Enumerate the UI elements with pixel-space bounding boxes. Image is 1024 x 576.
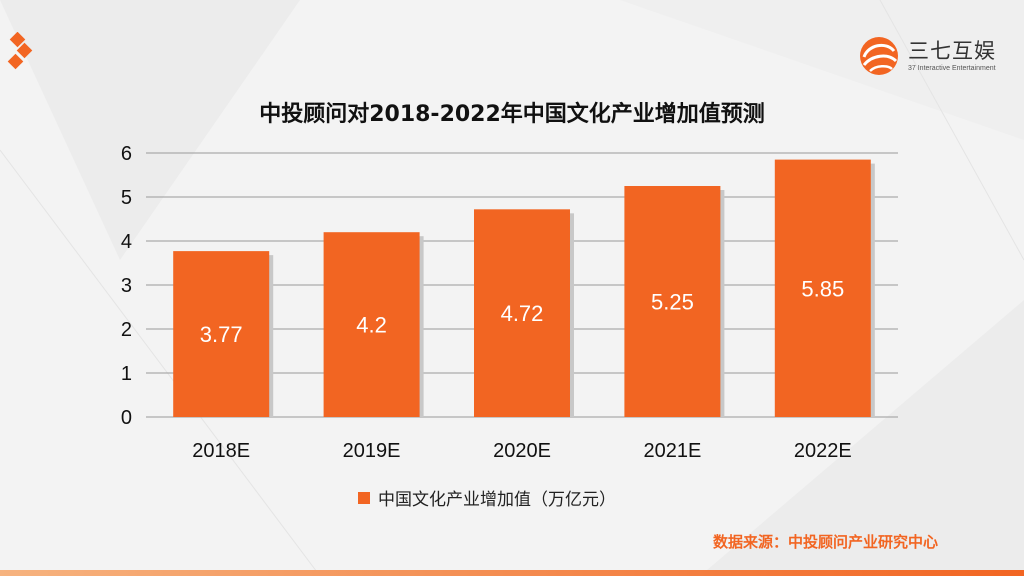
x-tick-label: 2021E	[643, 440, 701, 462]
y-tick-label: 6	[121, 143, 132, 165]
brand-logo: 三七互娱 37 Interactive Entertainment	[858, 36, 996, 76]
y-tick-label: 2	[121, 319, 132, 341]
brand-logo-icon	[860, 37, 898, 75]
x-tick-label: 2019E	[343, 440, 401, 462]
brand-name-cn: 三七互娱	[908, 38, 996, 63]
data-source-note: 数据来源：中投顾问产业研究中心	[712, 533, 938, 551]
y-tick-label: 5	[121, 187, 132, 209]
y-tick-label: 3	[121, 275, 132, 297]
legend-label: 中国文化产业增加值（万亿元）	[378, 490, 616, 510]
chart-legend: 中国文化产业增加值（万亿元）	[358, 485, 616, 510]
y-tick-label: 0	[121, 407, 132, 429]
y-tick-label: 1	[121, 363, 132, 385]
brand-name-en: 37 Interactive Entertainment	[908, 64, 996, 72]
legend-swatch	[358, 491, 370, 504]
data-label: 3.77	[200, 322, 243, 347]
x-tick-label: 2022E	[794, 440, 852, 462]
bar	[624, 186, 721, 417]
x-tick-label: 2018E	[192, 440, 250, 462]
bottom-accent-bar	[0, 570, 1024, 576]
x-tick-label: 2020E	[493, 440, 551, 462]
data-label: 4.72	[501, 301, 544, 326]
corner-diamond-icon	[7, 32, 33, 70]
data-label: 4.2	[356, 313, 387, 338]
bar	[774, 159, 871, 417]
bar	[173, 251, 270, 417]
bar	[323, 232, 420, 417]
data-label: 5.85	[801, 276, 844, 301]
y-tick-label: 4	[121, 231, 132, 253]
data-label: 5.25	[651, 290, 694, 315]
bar	[474, 209, 570, 417]
chart-title: 中投顾问对2018-2022年中国文化产业增加值预测	[259, 102, 765, 127]
